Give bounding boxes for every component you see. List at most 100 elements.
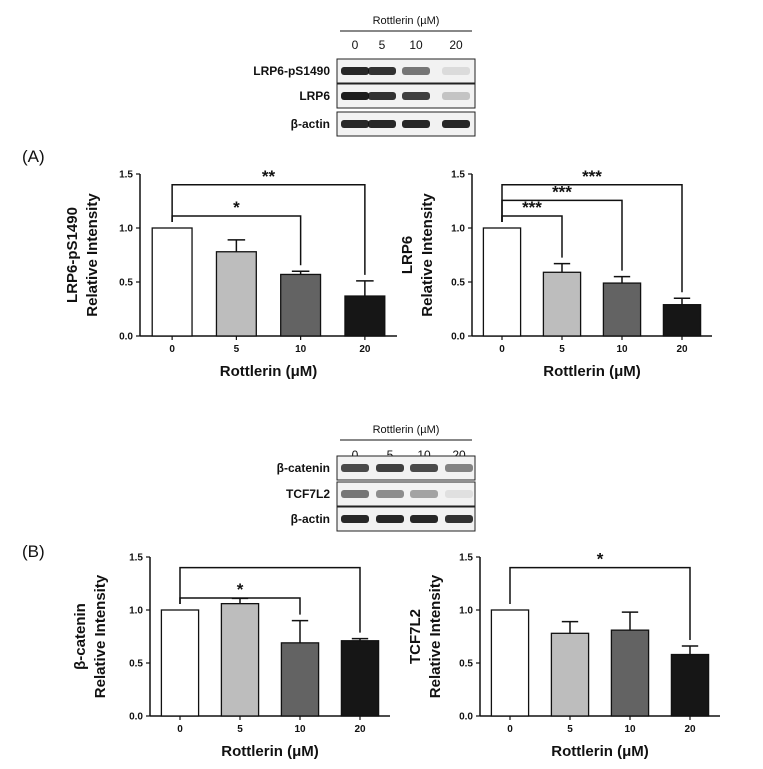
blot-band [410,490,438,498]
x-tick-label: 0 [169,344,175,355]
y-tick-label: 1.0 [451,224,465,235]
x-tick-label: 10 [295,344,307,355]
x-tick-label: 5 [234,344,240,355]
bar [610,629,650,717]
blot-lane-label: 20 [449,38,463,52]
x-tick-label: 10 [624,724,636,735]
y-tick-label: 0.5 [459,659,473,670]
panel-label-a: (A) [22,147,45,166]
bar [340,640,380,717]
y-tick-label: 1.5 [129,553,143,564]
blot-row-label: β-actin [291,117,330,131]
blot-band [341,515,369,523]
bar [344,295,386,337]
y-tick-label: 0.5 [119,278,133,289]
x-tick-label: 20 [354,724,366,735]
blot-band [402,67,430,75]
bar [220,602,260,717]
bar-chart-beta-catenin: 0.0 0.5 1.0 1.5 0 5 10 20 * Rottlerin (μM) β-caten… [72,553,390,760]
blot-band [442,120,470,128]
y-axis-label: LRP6-pS1490 [64,207,81,303]
blot-band [341,490,369,498]
significance-label: *** [522,198,542,217]
significance-bracket [179,566,361,633]
blot-band [410,464,438,472]
bar-chart-lrp6: 0.0 0.5 1.0 1.5 0 5 10 20 *** *** *** Rottlerin (μM… [399,167,712,380]
y-axis-label: Relative Intensity [92,574,109,698]
bar [151,227,193,337]
x-axis-label: Rottlerin (μM) [221,743,319,760]
bar [670,653,710,717]
y-tick-label: 1.5 [119,170,133,181]
bar [662,304,702,337]
significance-label: ** [262,167,276,186]
blot-band [402,92,430,100]
x-axis-label: Rottlerin (μM) [220,363,318,380]
blot-band [445,490,473,498]
significance-bracket [509,566,691,641]
significance-label: * [233,198,240,217]
bar [160,609,200,717]
blot-band [445,464,473,472]
blot-lane-label: 0 [352,38,359,52]
blot-band [368,120,396,128]
y-tick-label: 0.0 [119,332,133,343]
significance-label: * [597,550,604,569]
blot-band [341,67,369,75]
x-tick-label: 10 [294,724,306,735]
blot-band [341,92,369,100]
y-axis-label: Relative Intensity [427,574,444,698]
y-tick-label: 1.5 [451,170,465,181]
y-axis-label: β-catenin [72,603,89,670]
x-tick-label: 0 [177,724,183,735]
x-tick-label: 0 [507,724,513,735]
y-axis-label: LRP6 [399,236,416,274]
significance-bracket [501,184,683,293]
significance-label: * [237,580,244,599]
blot-lane-label: 5 [379,38,386,52]
x-tick-label: 20 [684,724,696,735]
blot-band [376,515,404,523]
blot-band [442,67,470,75]
x-tick-label: 20 [359,344,371,355]
bar-chart-lrp6-ps1490: 0.00.51.01.50 5 10 20***Rottlerin (μM)LRP6-… [64,167,397,380]
y-axis-label: Relative Intensity [419,193,436,317]
blot-band [402,120,430,128]
x-tick-label: 5 [567,724,573,735]
bar [280,273,322,337]
significance-label: *** [552,182,572,201]
blot-band [445,515,473,523]
blot-band [341,120,369,128]
panel-label-b: (B) [22,542,45,561]
blot-lane-label: 5 [387,448,394,462]
blot-band [368,92,396,100]
western-blot-a: Rottlerin (µM) 0 5 10 20 LRP6-pS1490 LRP6 β-act… [253,15,476,137]
x-tick-label: 0 [499,344,505,355]
blot-band [376,490,404,498]
blot-band [376,464,404,472]
blot-band [410,515,438,523]
significance-label: *** [582,167,602,186]
blot-header: Rottlerin (µM) [373,424,440,436]
blot-row-label: LRP6-pS1490 [253,64,330,78]
bar [542,271,582,337]
significance-bracket [171,184,366,275]
y-tick-label: 1.0 [119,224,133,235]
y-tick-label: 0.0 [459,712,473,723]
bar [280,642,320,717]
blot-lane-label: 0 [352,448,359,462]
y-tick-label: 0.0 [129,712,143,723]
blot-band [368,67,396,75]
x-tick-label: 5 [237,724,243,735]
y-axis-label: Relative Intensity [84,193,101,317]
x-axis-label: Rottlerin (μM) [551,743,649,760]
bar [602,282,642,337]
blot-row-label: TCF7L2 [286,487,330,501]
x-axis-label: Rottlerin (μM) [543,363,641,380]
y-tick-label: 1.5 [459,553,473,564]
blot-row-label: LRP6 [299,89,330,103]
y-axis-label: TCF7L2 [407,609,424,664]
blot-header: Rottlerin (µM) [373,15,440,27]
western-blot-b: Rottlerin (µM)0 5 10 20β-cateninTCF7L2β-act… [277,424,476,532]
